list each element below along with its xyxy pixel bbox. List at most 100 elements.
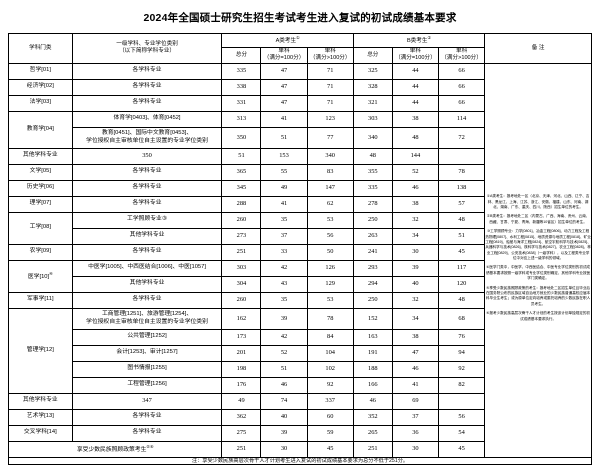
cell-a-single100: 42 <box>260 328 308 346</box>
cell-major: 工程管理[1256] <box>71 376 223 394</box>
cell-discipline: 农学[09] <box>8 243 73 261</box>
cell-b-single-over100: 69 <box>391 392 439 410</box>
table-row: 历史学[06] 各学科专业 345 49 147 335 46 138 <box>8 179 592 197</box>
cell-major: 会计[1253]、审计[1257] <box>71 344 223 362</box>
cell-a-single100: 49 <box>260 179 308 197</box>
cell-major: 各学科专业 <box>71 243 223 261</box>
cell-a-total: 251 <box>221 243 262 261</box>
table-row: 经济学[02] 各学科专业 338 47 71 328 44 66 <box>8 78 592 96</box>
cell-major: 其他学科专业 <box>71 275 223 293</box>
cell-b-single100: 44 <box>391 62 439 80</box>
cell-b-total: 191 <box>352 344 393 362</box>
cell-a-single-over100: 53 <box>306 291 354 309</box>
cell-a-total: 347 <box>71 392 223 410</box>
cell-minority-b-total: 251 <box>352 440 393 458</box>
cell-a-total: 173 <box>221 328 262 346</box>
cell-b-total: 278 <box>352 195 393 213</box>
cell-a-total: 304 <box>221 275 262 293</box>
cell-major: 各学科专业 <box>71 78 223 96</box>
table-row: 哲学[01] 各学科专业 335 47 71 325 44 66 ①A类考生：报考地处一区（北京… <box>8 62 592 458</box>
cell-b-single100: 37 <box>391 408 439 426</box>
group-b-label: B类考生 <box>406 38 428 45</box>
table-row: 教育[0451]、国际中文教育[0453]、 学位授权自主审核单位自主设置的专业学… <box>9 126 592 149</box>
cell-b-single-over100: 48 <box>437 211 486 229</box>
cell-a-single-over100: 50 <box>306 243 354 261</box>
cell-a-single-over100: 59 <box>306 424 354 442</box>
cell-a-single100: 49 <box>221 392 262 410</box>
cell-major: 工商管理[1251]、旅游管理[1254]、 学位授权自主审核单位自主设置的专业学… <box>71 307 223 330</box>
cell-discipline: 教育学[04] <box>8 110 73 149</box>
cell-discipline: 法学[03] <box>8 94 73 112</box>
table-row: 农学[09] 各学科专业 251 33 50 241 30 45 <box>8 243 592 261</box>
table-row: 图书情报[1255] 198 51 102 188 46 92 <box>9 360 592 378</box>
cell-major: 各学科专业 <box>71 291 223 309</box>
cell-b-total: 352 <box>352 408 393 426</box>
cell-a-single100: 37 <box>260 227 308 245</box>
cell-a-total: 345 <box>221 179 262 197</box>
cell-b-single-over100: 144 <box>391 147 439 165</box>
cell-major: 其他学科专业 <box>8 392 73 410</box>
cell-major: 其他学科专业 <box>8 147 73 165</box>
col-header-a-single100: 单科 （满分=100分） <box>260 46 308 64</box>
cell-b-single100: 39 <box>391 259 439 277</box>
col-header-major: 一级学科、专业学位类别 （以下简称学科专业） <box>71 32 223 64</box>
table-row: 教育学[04] 体育学[0403]、体育[0452] 313 41 123 303 38 11… <box>8 110 592 149</box>
cell-discipline: 理学[07] <box>8 195 73 213</box>
cell-b-single-over100: 54 <box>437 424 486 442</box>
cell-b-single100: 34 <box>391 227 439 245</box>
cell-major: 其他学科专业 <box>71 227 223 245</box>
cell-b-single100: 48 <box>391 126 439 149</box>
cell-minority-a-single-over100: 45 <box>306 440 354 458</box>
cell-b-total: 163 <box>352 328 393 346</box>
cell-a-total: 350 <box>221 126 262 149</box>
cell-a-single100: 47 <box>260 62 308 80</box>
cell-a-single-over100: 104 <box>306 344 354 362</box>
cell-b-total: 293 <box>352 259 393 277</box>
cell-b-total: 188 <box>352 360 393 378</box>
cell-a-single-over100: 71 <box>306 62 354 80</box>
cell-discipline: 历史学[06] <box>8 179 73 197</box>
col-header-group-a: A类考生① <box>221 32 354 48</box>
cell-a-total: 198 <box>221 360 262 378</box>
cell-b-single-over100: 66 <box>437 94 486 112</box>
cell-footnote: 注：享受少数民族高层次骨干人才计划考生进入复试的初试成绩基本要求为总分不低于25… <box>8 456 592 465</box>
cell-b-single100: 47 <box>391 344 439 362</box>
cell-a-single100: 51 <box>260 126 308 149</box>
cell-discipline: 哲学[01] <box>8 62 73 80</box>
cell-a-total: 260 <box>221 211 262 229</box>
cell-a-total: 275 <box>221 424 262 442</box>
cell-a-single100: 42 <box>260 259 308 277</box>
cell-a-single100: 33 <box>260 243 308 261</box>
cell-a-single100: 41 <box>260 195 308 213</box>
cell-a-single100: 40 <box>260 408 308 426</box>
cell-major: 公共管理[1252] <box>71 328 223 346</box>
cell-minority-a-single100: 30 <box>260 440 308 458</box>
cell-a-single100: 35 <box>260 211 308 229</box>
col-header-major-line2: （以下简称学科专业） <box>119 48 176 55</box>
cell-b-single-over100: 114 <box>437 110 486 128</box>
cell-b-single-over100: 66 <box>437 62 486 80</box>
cell-discipline: 医学[10]④ <box>8 259 73 293</box>
cell-a-single100: 47 <box>260 78 308 96</box>
cell-b-total: 166 <box>352 376 393 394</box>
table-row: 军事学[11] 各学科专业 260 35 53 250 32 48 <box>8 291 592 309</box>
cell-b-total: 335 <box>352 179 393 197</box>
col-header-group-b: B类考生② <box>352 32 486 48</box>
cell-major: 各学科专业 <box>71 94 223 112</box>
cell-b-single-over100: 92 <box>437 360 486 378</box>
cell-discipline: 工学[08] <box>8 211 73 245</box>
cell-b-single-over100: 72 <box>437 126 486 149</box>
group-a-superscript: ① <box>296 35 300 41</box>
cell-a-single100: 35 <box>260 291 308 309</box>
cell-b-total: 340 <box>352 126 393 149</box>
cell-remarks: ①A类考生：报考地处一区（北京、天津、河北、山西、辽宁、吉林、黑龙江、上海、江苏… <box>484 62 592 458</box>
cell-discipline: 艺术学[13] <box>8 408 73 426</box>
col-header-b-single-over100: 单科 （满分>100分） <box>437 46 486 64</box>
cell-major: 各学科专业 <box>71 195 223 213</box>
table-row: 医学[10]④ 中医学[1005]、中西医结合[1006]、中医[1057] 303… <box>8 259 592 293</box>
cell-a-single-over100: 84 <box>306 328 354 346</box>
score-requirements-document: 2024年全国硕士研究生招生考试考生进入复试的初试成绩基本要求 学科门类 一级学… <box>7 12 592 465</box>
cell-a-single-over100: 74 <box>260 392 308 410</box>
cell-major: 图书情报[1255] <box>71 360 223 378</box>
cell-a-total: 288 <box>221 195 262 213</box>
